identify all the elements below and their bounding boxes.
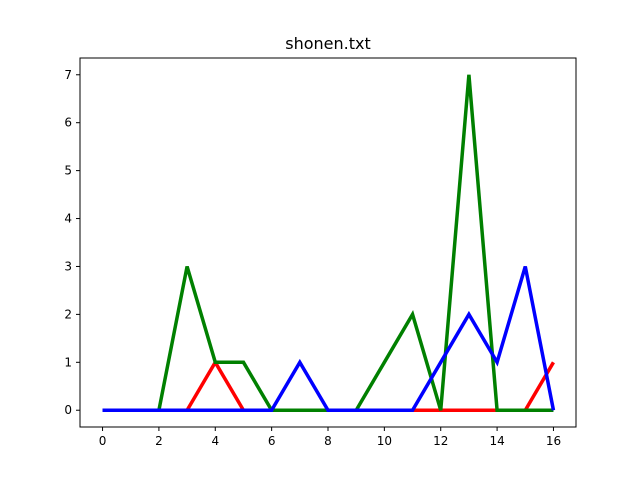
y-tick-label: 1 — [64, 355, 72, 369]
y-tick-label: 7 — [64, 68, 72, 82]
y-tick-label: 3 — [64, 259, 72, 273]
x-tick-label: 0 — [99, 434, 107, 448]
chart-title: shonen.txt — [285, 34, 371, 53]
x-tick-label: 4 — [211, 434, 219, 448]
x-tick-label: 14 — [489, 434, 504, 448]
x-tick-label: 8 — [324, 434, 332, 448]
x-tick-label: 6 — [268, 434, 276, 448]
y-tick-label: 4 — [64, 212, 72, 226]
y-tick-label: 5 — [64, 164, 72, 178]
x-tick-label: 12 — [433, 434, 448, 448]
y-tick-label: 0 — [64, 403, 72, 417]
x-tick-label: 16 — [546, 434, 561, 448]
y-tick-label: 6 — [64, 116, 72, 130]
x-tick-label: 10 — [377, 434, 392, 448]
x-tick-label: 2 — [155, 434, 163, 448]
y-tick-label: 2 — [64, 307, 72, 321]
